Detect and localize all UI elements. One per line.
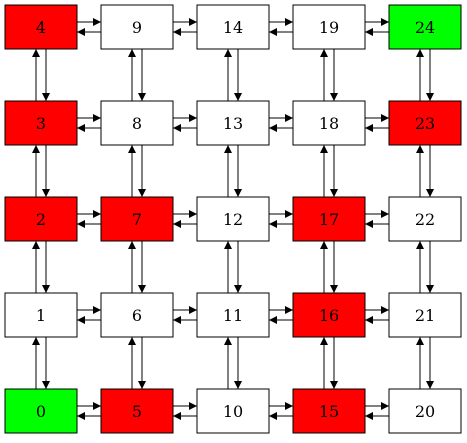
node-label-14: 14 <box>223 18 243 37</box>
node-label-3: 3 <box>36 114 46 133</box>
node-box-23 <box>388 100 462 146</box>
graph-node-21: 21 <box>388 292 462 338</box>
graph-node-13: 13 <box>196 100 270 146</box>
node-label-15: 15 <box>319 402 339 421</box>
node-label-22: 22 <box>415 210 435 229</box>
node-box-1 <box>4 292 78 338</box>
node-box-4 <box>4 4 78 50</box>
graph-node-6: 6 <box>100 292 174 338</box>
node-box-16 <box>292 292 366 338</box>
graph-node-4: 4 <box>4 4 78 50</box>
node-label-9: 9 <box>132 18 142 37</box>
graph-node-15: 15 <box>292 388 366 434</box>
graph-node-14: 14 <box>196 4 270 50</box>
graph-node-20: 20 <box>388 388 462 434</box>
node-box-24 <box>388 4 462 50</box>
node-label-13: 13 <box>223 114 243 133</box>
graph-node-17: 17 <box>292 196 366 242</box>
node-label-17: 17 <box>319 210 339 229</box>
graph-node-18: 18 <box>292 100 366 146</box>
node-label-5: 5 <box>132 402 142 421</box>
node-box-17 <box>292 196 366 242</box>
node-box-5 <box>100 388 174 434</box>
node-box-9 <box>100 4 174 50</box>
node-box-21 <box>388 292 462 338</box>
node-label-23: 23 <box>415 114 435 133</box>
node-box-18 <box>292 100 366 146</box>
node-box-3 <box>4 100 78 146</box>
node-label-4: 4 <box>36 18 46 37</box>
graph-node-3: 3 <box>4 100 78 146</box>
graph-node-9: 9 <box>100 4 174 50</box>
node-box-13 <box>196 100 270 146</box>
graph-node-12: 12 <box>196 196 270 242</box>
graph-node-10: 10 <box>196 388 270 434</box>
node-label-8: 8 <box>132 114 142 133</box>
node-box-14 <box>196 4 270 50</box>
node-label-11: 11 <box>223 306 243 325</box>
graph-node-16: 16 <box>292 292 366 338</box>
node-box-8 <box>100 100 174 146</box>
node-box-20 <box>388 388 462 434</box>
node-label-16: 16 <box>319 306 339 325</box>
node-box-12 <box>196 196 270 242</box>
node-box-6 <box>100 292 174 338</box>
graph-node-23: 23 <box>388 100 462 146</box>
node-box-11 <box>196 292 270 338</box>
graph-node-22: 22 <box>388 196 462 242</box>
node-label-10: 10 <box>223 402 243 421</box>
node-label-7: 7 <box>132 210 142 229</box>
node-box-10 <box>196 388 270 434</box>
node-label-6: 6 <box>132 306 142 325</box>
node-label-12: 12 <box>223 210 243 229</box>
node-label-20: 20 <box>415 402 435 421</box>
graph-node-1: 1 <box>4 292 78 338</box>
graph-node-19: 19 <box>292 4 366 50</box>
node-label-24: 24 <box>415 18 435 37</box>
node-box-0 <box>4 388 78 434</box>
node-label-18: 18 <box>319 114 339 133</box>
graph-node-7: 7 <box>100 196 174 242</box>
node-box-22 <box>388 196 462 242</box>
graph-node-8: 8 <box>100 100 174 146</box>
node-label-1: 1 <box>36 306 46 325</box>
node-box-7 <box>100 196 174 242</box>
node-box-2 <box>4 196 78 242</box>
edge-layer <box>32 18 434 420</box>
graph-node-5: 5 <box>100 388 174 434</box>
node-label-2: 2 <box>36 210 46 229</box>
graph-node-0: 0 <box>4 388 78 434</box>
node-box-15 <box>292 388 366 434</box>
node-label-0: 0 <box>36 402 46 421</box>
graph-node-24: 24 <box>388 4 462 50</box>
graph-node-11: 11 <box>196 292 270 338</box>
node-box-19 <box>292 4 366 50</box>
node-label-19: 19 <box>319 18 339 37</box>
node-label-21: 21 <box>415 306 435 325</box>
graph-node-2: 2 <box>4 196 78 242</box>
